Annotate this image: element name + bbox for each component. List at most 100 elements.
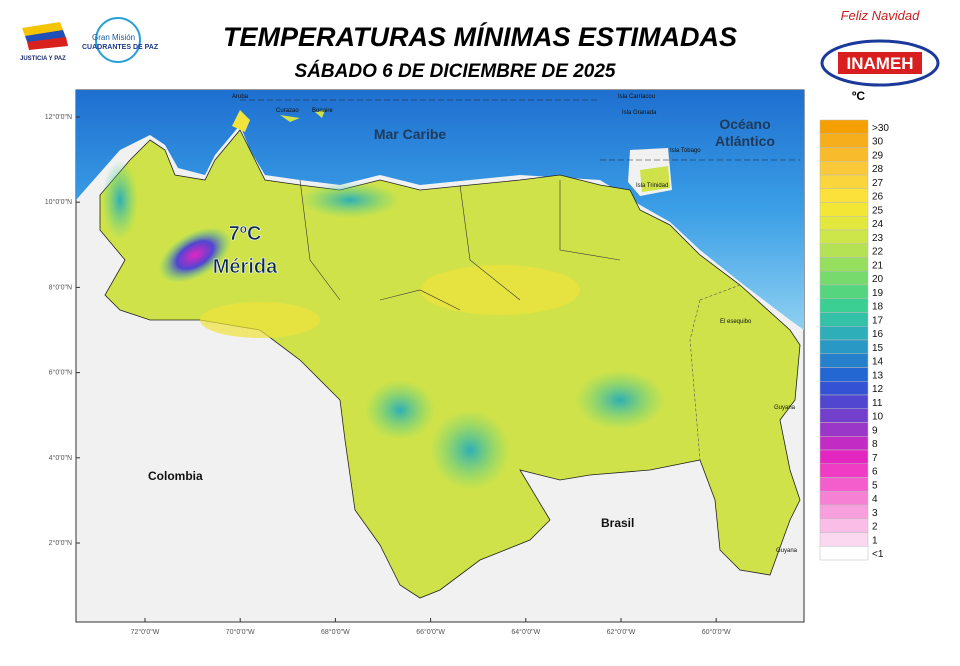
country-label: Guyana (776, 548, 798, 554)
legend-label: 17 (872, 315, 884, 326)
title: TEMPERATURAS MÍNIMAS ESTIMADAS (223, 21, 737, 52)
legend-label: 9 (872, 425, 878, 436)
sea-label: Atlántico (715, 133, 775, 149)
legend-label: <1 (872, 549, 884, 560)
legend-swatch (819, 161, 869, 176)
legend-swatch (819, 312, 869, 327)
sea-label: Océano (719, 116, 770, 132)
logo-cuadrantes: Gran Misión CUADRANTES DE PAZ (82, 17, 159, 63)
place-label: Isla Tobago (670, 148, 701, 154)
legend-swatch (819, 353, 869, 368)
map (75, 89, 805, 623)
lat-label: 6°0'0"N (49, 369, 72, 377)
legend-label: 21 (872, 260, 884, 271)
lat-label: 4°0'0"N (49, 454, 72, 462)
agency: INAMEH (846, 54, 913, 73)
sea-label: Mar Caribe (374, 126, 447, 142)
legend-label: 4 (872, 494, 878, 505)
legend-label: 18 (872, 302, 884, 313)
legend-label: 22 (872, 247, 884, 258)
legend-label: 13 (872, 370, 884, 381)
region-label: El esequibo (720, 319, 752, 325)
legend-swatch (819, 504, 869, 519)
legend-swatch (819, 408, 869, 423)
legend-label: 30 (872, 137, 884, 148)
legend-swatch (819, 216, 869, 231)
legend-swatch (819, 463, 869, 478)
lon-label: 66°0'0"W (416, 628, 445, 636)
highlight-temp: 7ºC (229, 223, 262, 245)
legend-swatch (819, 339, 869, 354)
logo-text: JUSTICIA Y PAZ (20, 56, 66, 62)
legend-label: 19 (872, 288, 884, 299)
legend-swatch (819, 243, 869, 258)
legend-label: 11 (872, 398, 883, 409)
legend-label: 14 (872, 357, 884, 368)
country-label: Brasil (601, 516, 634, 530)
map-labels: Aruba Curazao Bonaire Isla Carriacou Isl… (148, 94, 798, 554)
lon-label: 60°0'0"W (702, 628, 731, 636)
country-label: Guyana (774, 405, 796, 411)
place-label: Isla Trinidad (636, 183, 668, 189)
place-label: Curazao (276, 108, 299, 114)
legend-swatch (819, 381, 869, 396)
lat-label: 12°0'0"N (45, 113, 72, 121)
legend-swatch (819, 518, 869, 533)
logo-text: Gran Misión (92, 33, 135, 42)
legend-swatch (819, 147, 869, 162)
legend-label: 23 (872, 233, 884, 244)
legend-label: 25 (872, 205, 884, 216)
legend-label: 27 (872, 178, 884, 189)
legend-label: 16 (872, 329, 884, 340)
legend-label: 6 (872, 467, 878, 478)
legend-swatch (819, 546, 869, 561)
legend-swatch (819, 133, 869, 148)
legend-label: 2 (872, 522, 878, 533)
legend-swatch (819, 449, 869, 464)
legend-label: 29 (872, 150, 884, 161)
legend: ºC >303029282726252423222120191817161514… (819, 89, 889, 561)
lon-label: 64°0'0"W (511, 628, 540, 636)
place-label: Isla Carriacou (618, 94, 655, 100)
lon-label: 68°0'0"W (321, 628, 350, 636)
legend-swatch (819, 202, 869, 217)
place-label: Isla Granada (622, 110, 657, 116)
legend-swatch (819, 257, 869, 272)
legend-swatch (819, 477, 869, 492)
legend-swatch (819, 491, 869, 506)
lat-label: 2°0'0"N (49, 539, 72, 547)
legend-label: 1 (872, 535, 878, 546)
legend-label: 24 (872, 219, 884, 230)
legend-swatch (819, 174, 869, 189)
lon-label: 70°0'0"W (226, 628, 255, 636)
country-label: Colombia (148, 469, 203, 483)
legend-swatch (819, 298, 869, 313)
coordinates: 12°0'0"N 10°0'0"N 8°0'0"N 6°0'0"N 4°0'0"N 2°0… (45, 113, 731, 636)
legend-swatch (819, 436, 869, 451)
lon-label: 62°0'0"W (607, 628, 636, 636)
legend-swatch (819, 229, 869, 244)
legend-label: 3 (872, 508, 878, 519)
logo-inameh: Feliz Navidad INAMEH (820, 8, 940, 87)
subtitle: SÁBADO 6 DE DICIEMBRE DE 2025 (295, 60, 616, 82)
legend-label: 12 (872, 384, 884, 395)
legend-unit: ºC (852, 89, 865, 103)
lat-label: 8°0'0"N (49, 283, 72, 291)
legend-label: 26 (872, 192, 884, 203)
logo-text: CUADRANTES DE PAZ (82, 44, 159, 51)
logo-left: JUSTICIA Y PAZ (20, 22, 68, 62)
legend-label: 20 (872, 274, 884, 285)
legend-label: >30 (872, 123, 889, 134)
legend-swatch (819, 188, 869, 203)
legend-label: 7 (872, 453, 878, 464)
legend-label: 28 (872, 164, 884, 175)
place-label: Bonaire (312, 108, 333, 114)
legend-label: 8 (872, 439, 878, 450)
legend-label: 10 (872, 412, 884, 423)
legend-swatch (819, 119, 869, 134)
legend-label: 5 (872, 480, 878, 491)
legend-swatch (819, 284, 869, 299)
legend-swatch (819, 422, 869, 437)
place-label: Aruba (232, 94, 249, 100)
